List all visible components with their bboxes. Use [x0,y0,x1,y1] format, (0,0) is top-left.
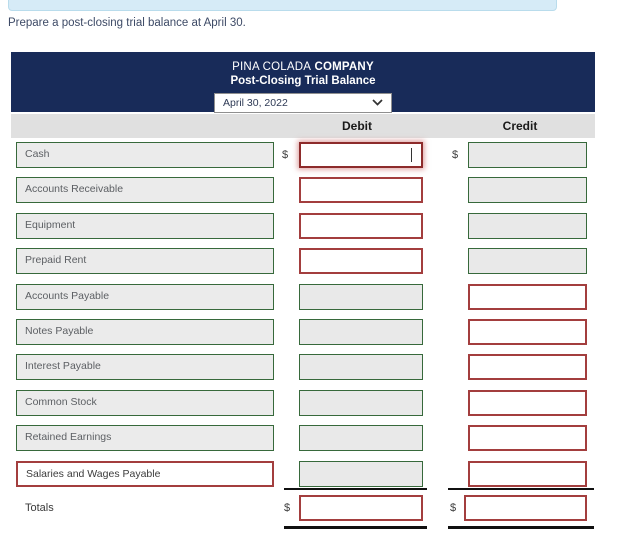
trial-balance-row: Accounts Receivable [11,177,595,204]
trial-balance-row: Accounts Payable [11,283,595,310]
credit-column-header: Credit [502,119,538,133]
credit-input[interactable] [468,389,587,416]
totals-section: Totals $ $ [11,488,595,535]
credit-input[interactable] [468,177,587,204]
totals-credit-currency-symbol: $ [450,502,457,514]
company-name: PINA COLADA COMPANY [11,60,595,74]
account-name-label: Accounts Receivable [25,183,124,196]
company-name-bold: COMPANY [314,61,374,73]
form-subtitle: Post-Closing Trial Balance [230,75,376,87]
account-name-input[interactable]: Prepaid Rent [16,248,274,275]
trial-balance-row: Equipment [11,212,595,239]
instruction-text: Prepare a post-closing trial balance at … [8,17,246,29]
totals-debit-input[interactable] [299,495,423,521]
trial-balance-row: Notes Payable [11,318,595,345]
debit-input[interactable] [299,389,423,416]
account-name-input[interactable]: Notes Payable [16,318,274,345]
debit-input[interactable] [299,283,423,310]
account-name-label: Equipment [25,218,76,231]
account-name-label: Interest Payable [25,360,101,373]
trial-balance-row: Salaries and Wages Payable [11,460,595,487]
debit-currency-symbol: $ [282,149,289,161]
chevron-down-icon [372,97,383,109]
trial-balance-row: Prepaid Rent [11,248,595,275]
account-name-input[interactable]: Retained Earnings [16,425,274,452]
date-dropdown-value: April 30, 2022 [223,97,288,109]
debit-input[interactable] [299,425,423,452]
debit-column-header: Debit [342,119,372,133]
account-name-input[interactable]: Equipment [16,212,274,239]
debit-input[interactable] [299,177,423,204]
debit-input[interactable] [299,142,423,168]
debit-input[interactable] [299,354,423,381]
credit-input[interactable] [468,318,587,345]
debit-input[interactable] [299,248,423,275]
totals-bottom-rule-credit [448,526,594,529]
account-name-input[interactable]: Cash [16,142,274,168]
trial-balance-row: Interest Payable [11,354,595,381]
trial-balance-row: Retained Earnings [11,425,595,452]
credit-input[interactable] [468,248,587,275]
debit-input[interactable] [299,460,423,487]
company-name-regular: PINA COLADA [232,61,312,73]
account-name-label: Common Stock [25,395,97,408]
account-name-input[interactable]: Accounts Payable [16,283,274,310]
rows-container: Cash $ $ Accounts Receivable Equipment P… [11,142,595,487]
totals-top-rule-credit [448,488,594,490]
credit-input[interactable] [468,460,587,487]
alert-bar-remnant [8,0,557,11]
account-name-label: Prepaid Rent [25,254,87,267]
credit-input[interactable] [468,425,587,452]
credit-input[interactable] [468,212,587,239]
credit-input[interactable] [468,283,587,310]
debit-input[interactable] [299,318,423,345]
form-header: PINA COLADA COMPANY Post-Closing Trial B… [11,52,595,113]
totals-debit-currency-symbol: $ [284,502,291,514]
account-name-input[interactable]: Accounts Receivable [16,177,274,204]
account-name-input[interactable]: Salaries and Wages Payable [16,460,274,487]
account-name-label: Accounts Payable [25,289,110,302]
totals-label: Totals [25,502,54,514]
account-name-label: Salaries and Wages Payable [26,467,161,480]
totals-bottom-rule-debit [284,526,427,529]
account-name-label: Cash [25,148,50,160]
account-name-input[interactable]: Common Stock [16,389,274,416]
credit-input[interactable] [468,354,587,381]
column-header-band: Debit Credit [11,114,595,138]
trial-balance-form: PINA COLADA COMPANY Post-Closing Trial B… [11,52,595,535]
account-name-label: Notes Payable [25,324,94,337]
trial-balance-row: Cash $ $ [11,142,595,168]
credit-currency-symbol: $ [452,149,459,161]
totals-credit-input[interactable] [464,495,587,521]
totals-top-rule-debit [284,488,427,490]
account-name-input[interactable]: Interest Payable [16,354,274,381]
date-dropdown[interactable]: April 30, 2022 [214,93,392,113]
credit-input[interactable] [468,142,587,168]
trial-balance-row: Common Stock [11,389,595,416]
debit-input[interactable] [299,212,423,239]
account-name-label: Retained Earnings [25,431,112,444]
